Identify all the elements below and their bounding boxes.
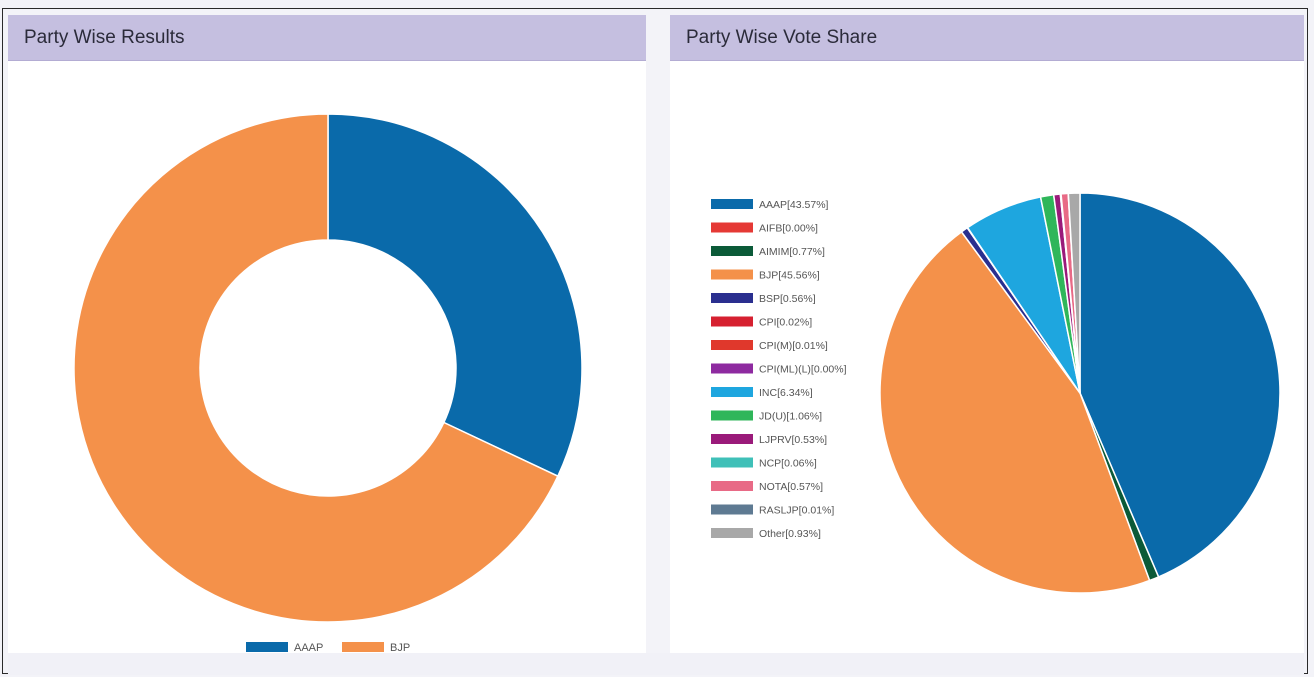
legend-swatch bbox=[246, 642, 288, 652]
legend-swatch bbox=[711, 528, 753, 538]
legend-label: AIMIM[0.77%] bbox=[759, 246, 825, 258]
results-donut-chart: AAAP BJP bbox=[73, 113, 583, 653]
legend-swatch bbox=[711, 363, 753, 374]
legend-swatch bbox=[711, 340, 753, 350]
legend-swatch bbox=[711, 457, 753, 468]
vote-share-pie-chart: AAAP[43.57%] AIFB[0.00%] AIMIM[0.77%] BJP[4… bbox=[711, 192, 1281, 594]
footer-strip bbox=[8, 653, 1304, 675]
legend-swatch bbox=[711, 222, 753, 233]
legend-label: CPI(M)[0.01%] bbox=[759, 340, 828, 352]
legend-swatch bbox=[711, 387, 753, 397]
legend-swatch bbox=[711, 410, 753, 421]
card-title: Party Wise Vote Share bbox=[670, 15, 1304, 61]
legend-label: NOTA[0.57%] bbox=[759, 481, 823, 493]
legend-label: JD(U)[1.06%] bbox=[759, 411, 822, 423]
legend-swatch bbox=[711, 316, 753, 327]
legend-label: AAAP[43.57%] bbox=[759, 199, 829, 211]
legend-swatch bbox=[711, 434, 753, 444]
party-wise-vote-share-card: Party Wise Vote Share AAAP[43.57%] AIFB[0… bbox=[670, 15, 1304, 653]
slice-aaap[interactable] bbox=[1079, 192, 1281, 578]
legend-label: BSP[0.56%] bbox=[759, 293, 816, 305]
legend-label: AAAP bbox=[294, 642, 323, 653]
legend-swatch bbox=[711, 246, 753, 256]
legend-swatch bbox=[711, 199, 753, 209]
legend-swatch bbox=[711, 481, 753, 491]
slice-bjp[interactable] bbox=[879, 230, 1151, 594]
legend-label: LJPRV[0.53%] bbox=[759, 434, 827, 446]
slice-bjp[interactable] bbox=[73, 113, 559, 623]
legend-label: BJP bbox=[390, 642, 410, 653]
party-wise-results-card: Party Wise Results AAAP BJP bbox=[8, 15, 646, 653]
legend-label: CPI(ML)(L)[0.00%] bbox=[759, 364, 847, 376]
slice-aaap[interactable] bbox=[327, 113, 583, 478]
legend-label: NCP[0.06%] bbox=[759, 458, 817, 470]
legend-label: CPI[0.02%] bbox=[759, 317, 812, 329]
legend-label: RASLJP[0.01%] bbox=[759, 505, 834, 517]
legend-swatch bbox=[711, 269, 753, 280]
card-title: Party Wise Results bbox=[8, 15, 646, 61]
dashboard-frame: Party Wise Results AAAP BJP Party Wise Vo… bbox=[2, 8, 1308, 675]
legend-label: BJP[45.56%] bbox=[759, 270, 820, 282]
legend-swatch bbox=[342, 642, 384, 652]
legend-label: Other[0.93%] bbox=[759, 528, 821, 540]
legend-label: INC[6.34%] bbox=[759, 387, 813, 399]
legend-swatch bbox=[711, 293, 753, 303]
slice-other[interactable] bbox=[1067, 192, 1081, 394]
legend-swatch bbox=[711, 504, 753, 515]
legend-label: AIFB[0.00%] bbox=[759, 223, 818, 235]
